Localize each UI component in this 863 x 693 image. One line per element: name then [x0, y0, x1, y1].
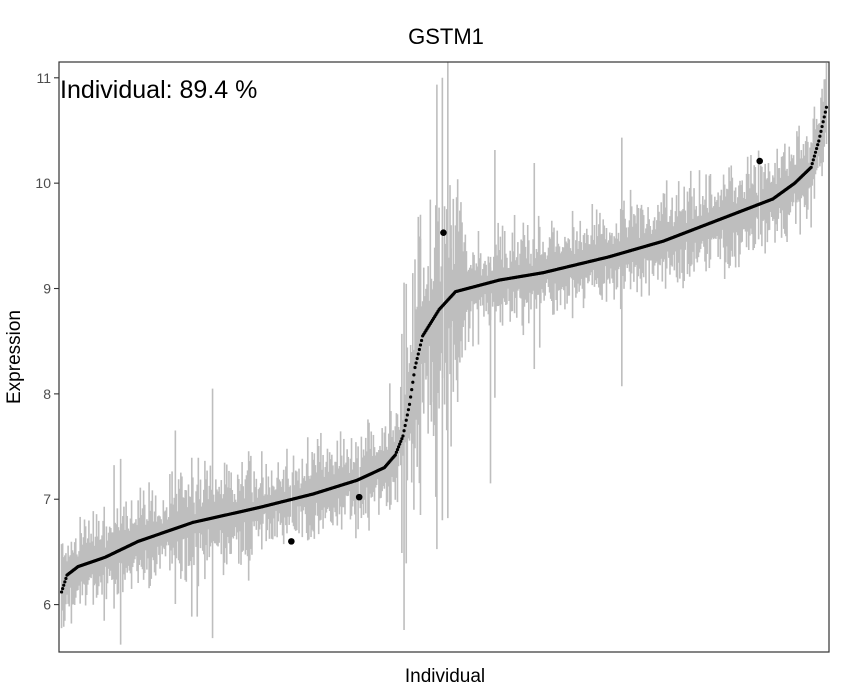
chart-title: GSTM1	[408, 24, 484, 49]
y-tick-label: 7	[43, 491, 51, 507]
individual-point	[411, 380, 415, 384]
y-tick-label: 8	[43, 386, 51, 402]
individual-point	[413, 365, 417, 370]
individual-point	[816, 143, 820, 147]
individual-point	[409, 395, 413, 399]
isolated-point	[355, 493, 363, 501]
individual-point	[412, 373, 416, 377]
individual-point	[410, 388, 414, 392]
individual-point	[817, 139, 821, 143]
individual-point	[824, 105, 829, 109]
individual-point	[418, 343, 423, 347]
individual-point	[415, 356, 419, 361]
individual-ranges	[60, 62, 828, 645]
plot-panel	[58, 61, 830, 653]
individual-point	[823, 110, 827, 114]
individual-point	[401, 434, 405, 438]
isolated-point	[440, 229, 447, 236]
individual-point	[406, 408, 411, 412]
individual-annotation: Individual: 89.4 %	[60, 76, 257, 104]
individual-point	[63, 580, 67, 584]
y-tick-label: 9	[43, 281, 51, 297]
individual-point	[809, 165, 813, 169]
individual-point	[407, 402, 412, 407]
individual-point	[813, 150, 818, 154]
individual-point	[417, 347, 421, 352]
individual-point	[416, 352, 420, 356]
individual-point	[818, 134, 822, 138]
individual-point	[64, 576, 68, 581]
individual-point	[419, 338, 424, 343]
y-tick-label: 11	[36, 70, 51, 86]
individual-point	[399, 439, 403, 444]
y-tick-label: 10	[35, 175, 51, 191]
individual-point	[821, 120, 825, 124]
individual-point	[414, 361, 418, 365]
individual-point	[62, 583, 66, 587]
individual-point	[812, 154, 817, 158]
isolated-point	[756, 157, 764, 165]
y-tick-label: 6	[43, 597, 51, 613]
individual-point	[820, 124, 824, 129]
individual-point	[404, 418, 408, 422]
individual-point	[59, 590, 64, 594]
individual-point	[400, 437, 404, 441]
individual-point	[394, 450, 398, 454]
x-axis-label: Individual	[405, 666, 485, 687]
individual-point	[403, 423, 407, 428]
y-axis-label: Expression	[4, 310, 25, 404]
individual-point	[398, 442, 402, 446]
individual-point	[815, 146, 819, 151]
individual-point	[811, 158, 815, 162]
individual-point	[61, 586, 65, 591]
isolated-point	[288, 538, 295, 545]
individual-point	[810, 161, 814, 166]
individual-point	[402, 429, 406, 433]
individual-point	[405, 413, 409, 417]
individual-point	[819, 129, 823, 133]
individual-point	[395, 447, 400, 452]
individual-point	[396, 445, 401, 449]
individual-point	[393, 453, 397, 457]
individual-point	[822, 115, 826, 119]
y-axis: 6 7 8 9 10 11	[35, 70, 59, 613]
individual-points	[59, 105, 829, 594]
